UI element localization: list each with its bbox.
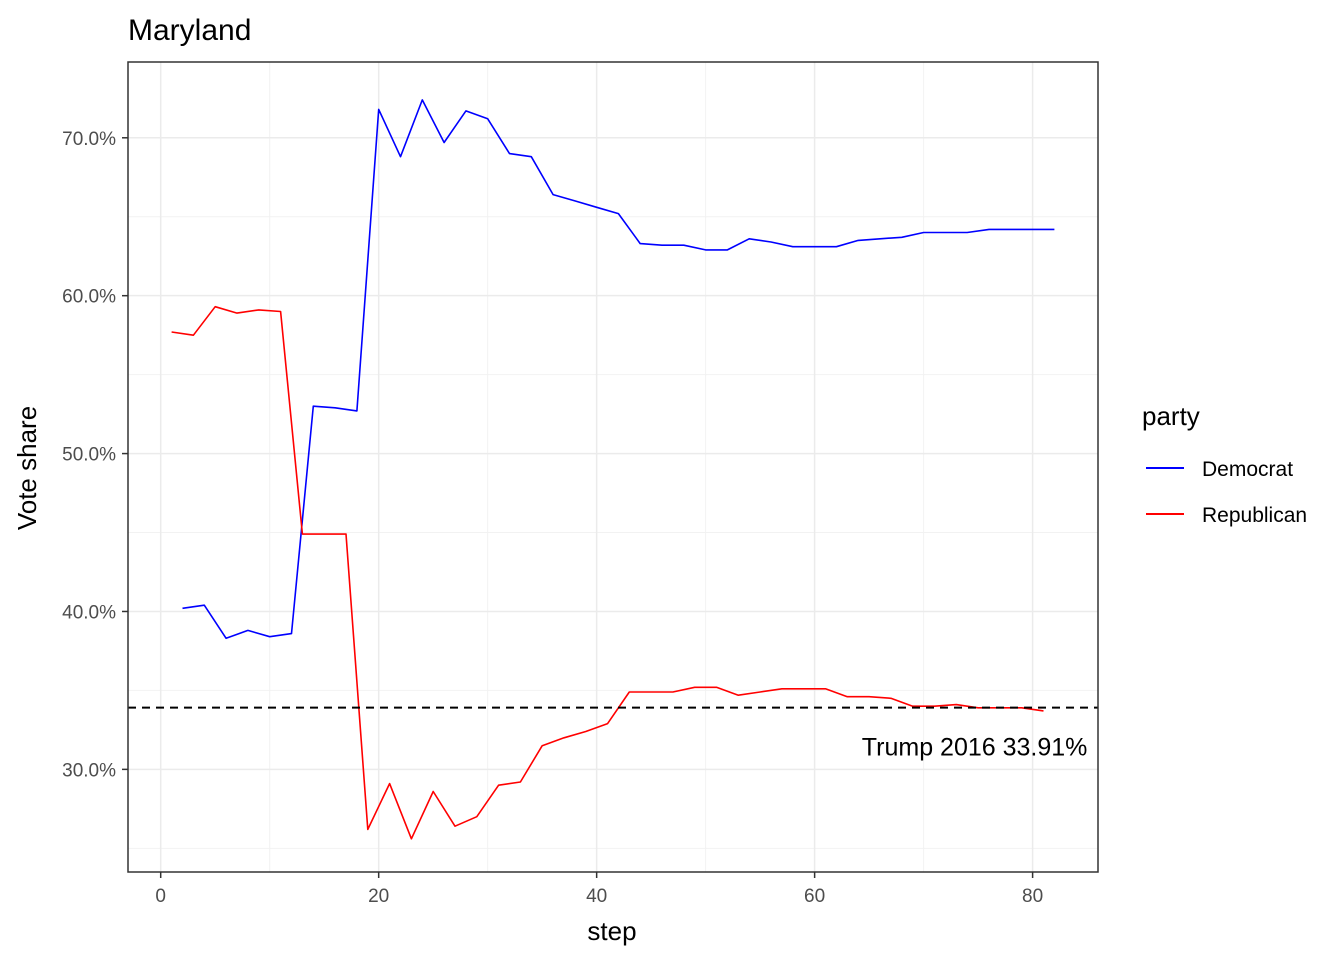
series-line-republican — [171, 305, 1044, 840]
legend-label-democrat: Democrat — [1202, 458, 1293, 481]
x-axis: 0 20 40 60 80 — [155, 872, 1043, 907]
y-axis-title: Vote share — [12, 406, 42, 530]
legend-label-republican: Republican — [1202, 504, 1307, 527]
x-tick-label: 60 — [804, 886, 825, 907]
x-tick-label: 20 — [368, 886, 389, 907]
y-tick-label: 40.0% — [62, 602, 116, 623]
y-axis: 30.0% 40.0% 50.0% 60.0% 70.0% — [62, 129, 128, 781]
series-line-democrat — [182, 99, 1055, 640]
y-tick-label: 30.0% — [62, 760, 116, 781]
legend-title: party — [1142, 401, 1200, 431]
plot-panel: Trump 2016 33.91% — [127, 61, 1099, 873]
x-axis-title: step — [587, 916, 636, 946]
reference-annotation: Trump 2016 33.91% — [862, 733, 1088, 761]
major-gridlines — [128, 62, 1098, 872]
y-tick-label: 70.0% — [62, 129, 116, 150]
y-tick-label: 50.0% — [62, 445, 116, 466]
x-tick-label: 0 — [155, 886, 166, 907]
minor-gridlines — [128, 62, 1098, 872]
legend: party Democrat Republican — [1142, 401, 1307, 527]
x-tick-label: 80 — [1022, 886, 1043, 907]
panel-border — [127, 61, 1099, 873]
y-tick-label: 60.0% — [62, 287, 116, 308]
series-lines — [171, 99, 1055, 840]
x-tick-label: 40 — [586, 886, 607, 907]
chart-title: Maryland — [128, 14, 251, 47]
